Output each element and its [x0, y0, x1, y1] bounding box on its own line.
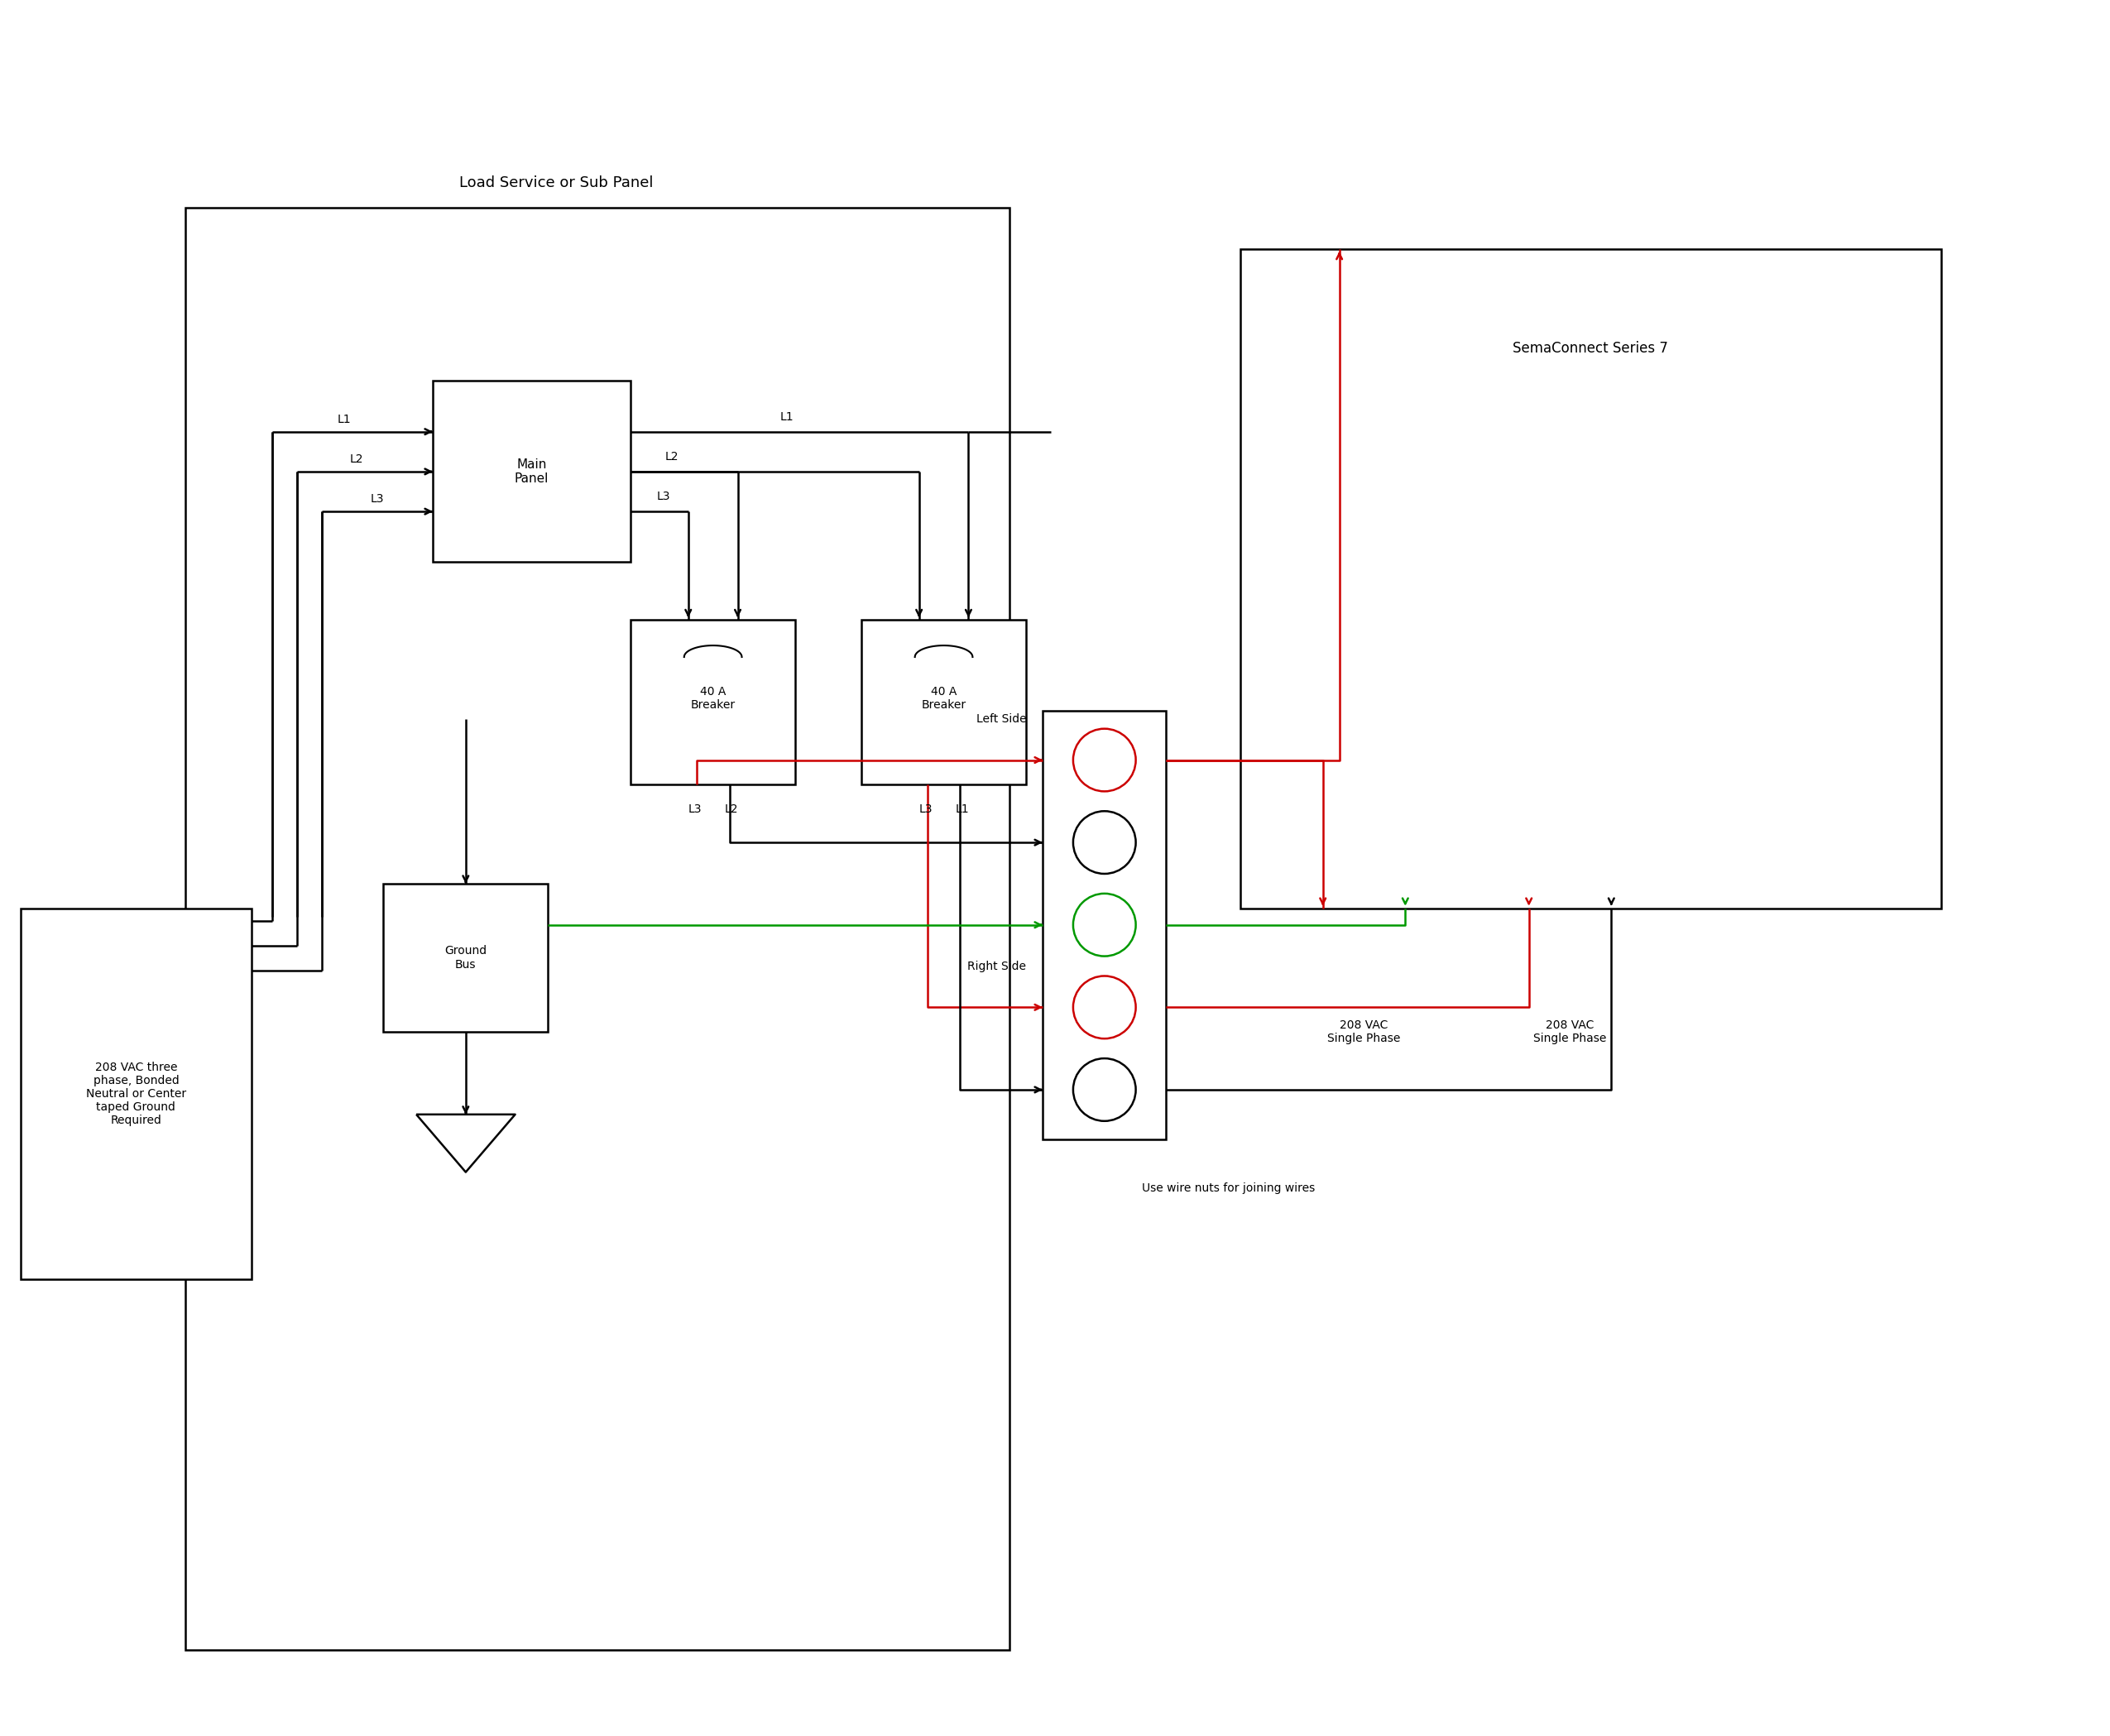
Circle shape: [1074, 811, 1135, 873]
Text: L3: L3: [688, 804, 703, 816]
Text: 40 A
Breaker: 40 A Breaker: [690, 686, 736, 710]
Text: L1: L1: [338, 413, 350, 425]
Text: L2: L2: [350, 453, 363, 465]
Text: 208 VAC
Single Phase: 208 VAC Single Phase: [1534, 1019, 1606, 1045]
Text: L3: L3: [656, 491, 671, 502]
Bar: [433, 380, 631, 562]
Text: L3: L3: [369, 493, 384, 505]
Bar: [186, 208, 1011, 1651]
Text: Use wire nuts for joining wires: Use wire nuts for joining wires: [1142, 1182, 1315, 1194]
Text: Load Service or Sub Panel: Load Service or Sub Panel: [460, 175, 654, 191]
Circle shape: [1074, 1059, 1135, 1121]
Text: 208 VAC
Single Phase: 208 VAC Single Phase: [1327, 1019, 1401, 1045]
Text: Left Side: Left Side: [977, 713, 1025, 724]
Bar: [861, 620, 1025, 785]
Text: L2: L2: [665, 451, 679, 462]
Text: 40 A
Breaker: 40 A Breaker: [922, 686, 966, 710]
Text: L2: L2: [724, 804, 738, 816]
Text: Right Side: Right Side: [966, 960, 1025, 972]
Text: SemaConnect Series 7: SemaConnect Series 7: [1513, 340, 1669, 356]
Text: L1: L1: [956, 804, 968, 816]
Bar: [1042, 710, 1167, 1139]
Bar: [384, 884, 549, 1031]
Circle shape: [1074, 976, 1135, 1038]
Text: 208 VAC three
phase, Bonded
Neutral or Center
taped Ground
Required: 208 VAC three phase, Bonded Neutral or C…: [87, 1061, 186, 1127]
Text: Main
Panel: Main Panel: [515, 458, 549, 484]
Text: Ground
Bus: Ground Bus: [445, 946, 487, 970]
Bar: [21, 908, 251, 1279]
Circle shape: [1074, 894, 1135, 957]
Text: L1: L1: [781, 411, 793, 422]
Bar: [631, 620, 795, 785]
Circle shape: [1074, 729, 1135, 792]
Text: L3: L3: [918, 804, 933, 816]
Bar: [1241, 248, 1941, 908]
